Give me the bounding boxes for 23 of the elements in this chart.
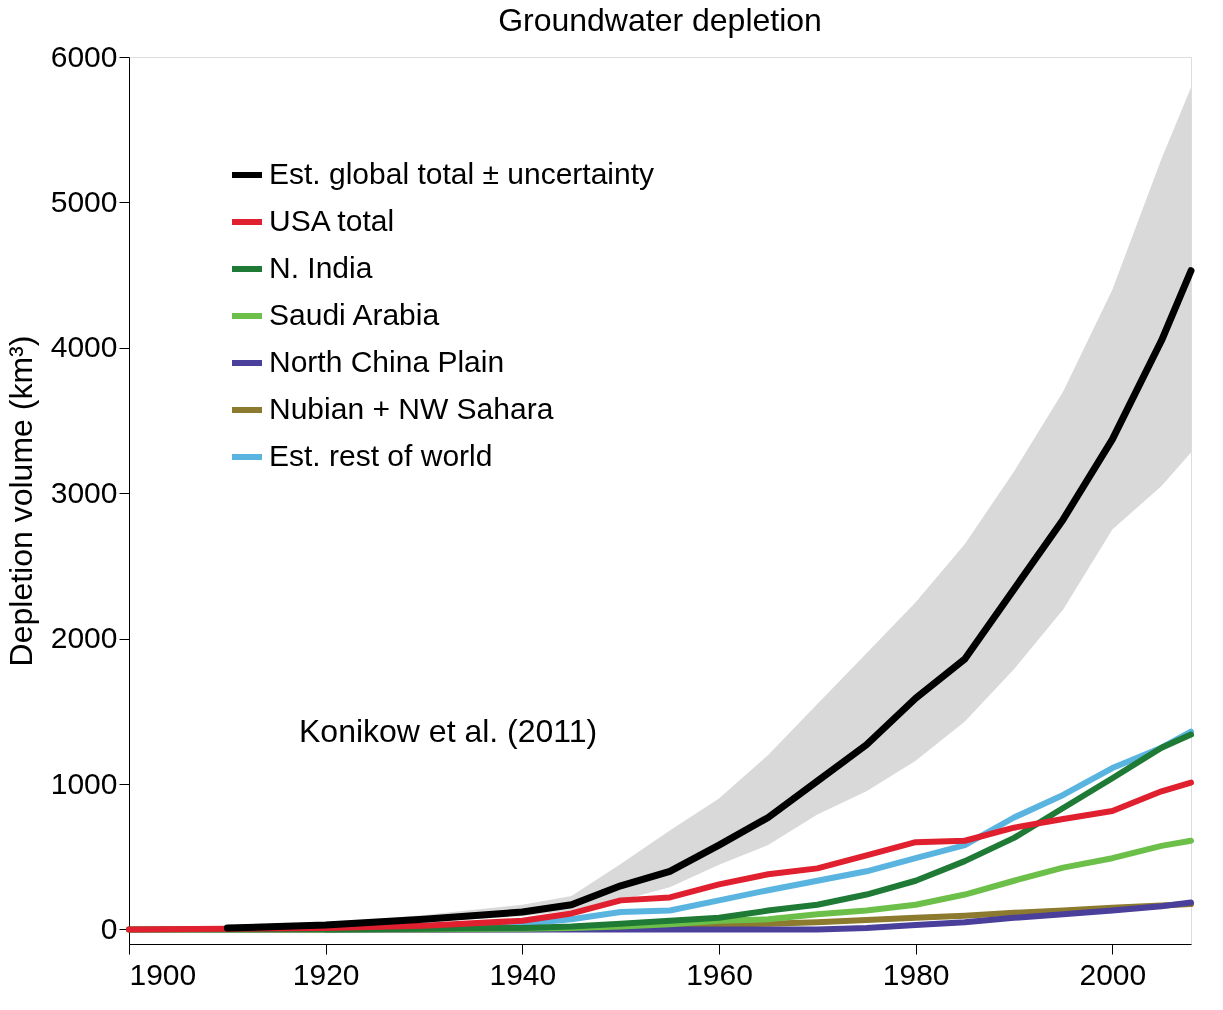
annotation: Konikow et al. (2011)	[299, 713, 598, 749]
x-tick-label: 1920	[292, 957, 360, 991]
legend-label: Saudi Arabia	[269, 298, 440, 331]
y-tick-label: 3000	[50, 475, 118, 509]
x-tick-label: 1960	[686, 957, 753, 991]
x-tick-label: 1900	[129, 957, 197, 991]
y-tick-label: 2000	[50, 621, 118, 655]
legend-label: USA total	[269, 204, 395, 237]
x-tick-label: 1940	[489, 957, 557, 991]
x-tick-label: 1980	[882, 957, 950, 991]
y-tick-label: 0	[100, 911, 118, 945]
legend-label: Est. global total ± uncertainty	[269, 157, 655, 190]
chart-title: Groundwater depletion	[498, 2, 822, 38]
legend-label: N. India	[269, 251, 373, 284]
y-tick-label: 1000	[50, 766, 118, 800]
legend-label: Nubian + NW Sahara	[269, 392, 554, 425]
legend-label: North China Plain	[269, 345, 505, 378]
y-tick-label: 4000	[50, 330, 118, 364]
y-tick-label: 5000	[50, 184, 118, 218]
y-tick-label: 6000	[50, 39, 118, 73]
x-tick-label: 2000	[1079, 957, 1147, 991]
y-axis-title: Depletion volume (km³)	[2, 335, 39, 667]
legend-label: Est. rest of world	[269, 439, 493, 472]
